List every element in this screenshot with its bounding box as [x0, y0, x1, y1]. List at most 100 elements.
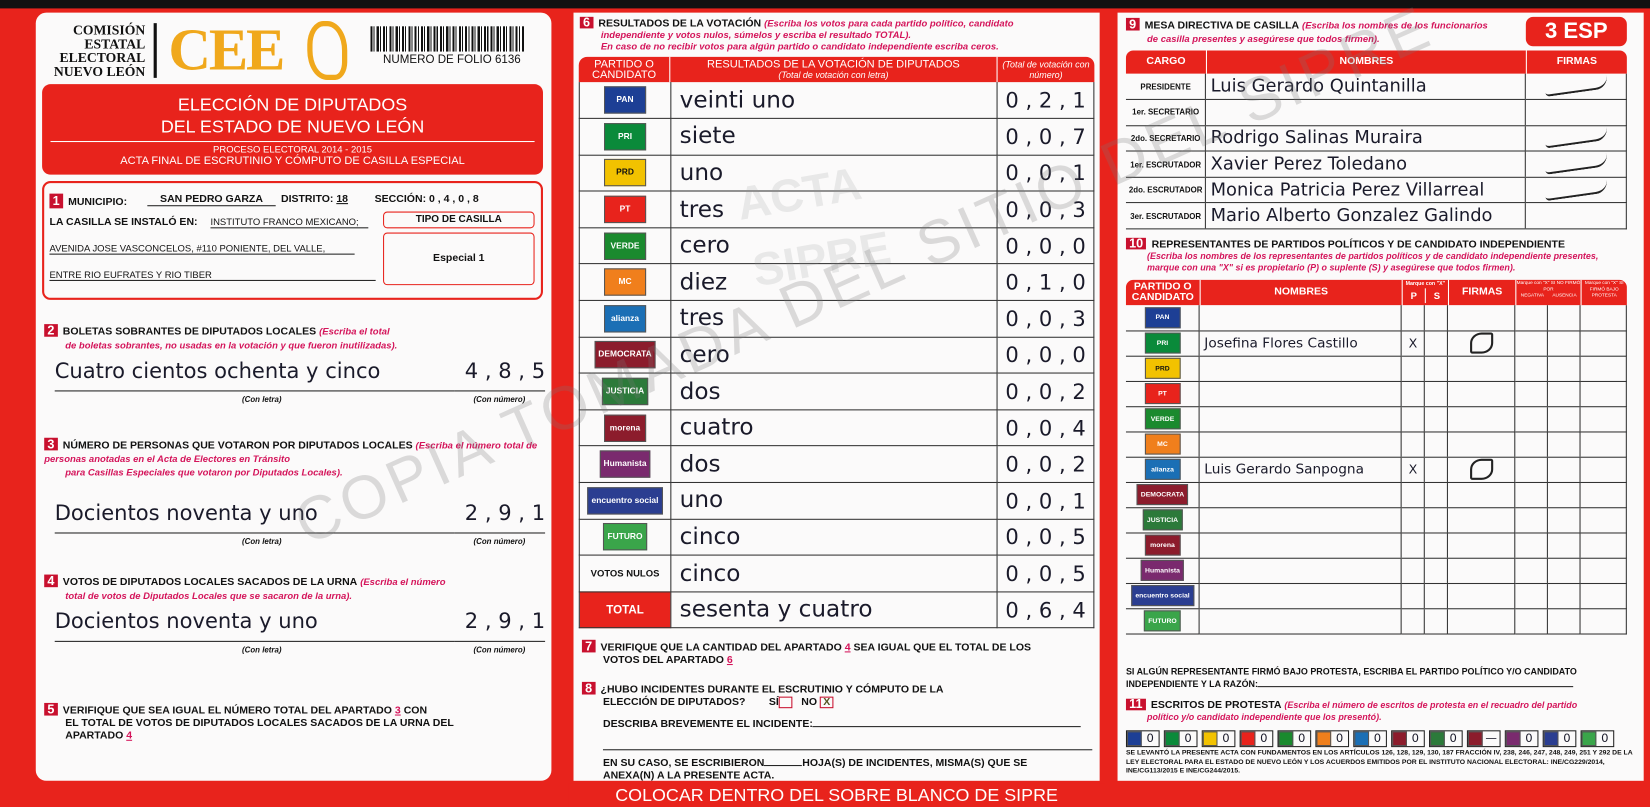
suplente-checkbox[interactable] [1423, 355, 1448, 382]
protest-count[interactable]: 0 [1411, 731, 1420, 746]
nombre-input[interactable]: Luis Gerardo Quintanilla [1205, 73, 1526, 101]
protest-box[interactable]: 0 [1277, 730, 1312, 748]
rep-nombre-input[interactable] [1199, 608, 1402, 635]
rep-nombre-input[interactable] [1199, 582, 1402, 609]
rep-nombre-input[interactable] [1199, 355, 1402, 382]
protest-box[interactable]: 0 [1391, 730, 1425, 748]
rep-nombre-input[interactable] [1199, 507, 1402, 533]
nombre-input[interactable]: Rodrigo Salinas Muraira [1205, 125, 1526, 152]
rep-firma-cell[interactable] [1447, 608, 1515, 635]
propietario-checkbox[interactable] [1400, 431, 1425, 458]
hojas-input[interactable] [764, 765, 803, 767]
protest-count[interactable]: 0 [1298, 731, 1306, 746]
nombre-input[interactable]: Monica Patricia Perez Villarreal [1205, 177, 1526, 204]
protest-box[interactable]: 0 [1239, 730, 1274, 748]
negativa-checkbox[interactable] [1514, 532, 1548, 559]
propietario-checkbox[interactable] [1400, 380, 1425, 407]
propietario-checkbox[interactable] [1400, 608, 1425, 635]
no-checkbox[interactable]: X [819, 696, 834, 709]
bajo-protesta-checkbox[interactable] [1579, 355, 1627, 382]
rep-nombre-input[interactable] [1199, 481, 1402, 508]
suplente-checkbox[interactable] [1423, 507, 1448, 533]
bajo-protesta-checkbox[interactable] [1579, 532, 1627, 559]
numero-value[interactable]: 4 , 8 , 5 [454, 360, 546, 392]
protest-count[interactable]: 0 [1373, 731, 1382, 746]
propietario-checkbox[interactable] [1400, 355, 1425, 382]
votes-numero[interactable]: 0 , 0 , 2 [997, 446, 1095, 484]
propietario-checkbox[interactable] [1400, 507, 1425, 533]
votes-numero[interactable]: 0 , 0 , 5 [997, 555, 1095, 593]
votes-letra[interactable]: veinti uno [670, 82, 998, 120]
numero-value[interactable]: 2 , 9 , 1 [454, 610, 546, 642]
protest-box[interactable]: 0 [1542, 730, 1577, 748]
propietario-checkbox[interactable] [1400, 532, 1425, 559]
protest-box[interactable]: 0 [1429, 730, 1463, 748]
votes-letra[interactable]: uno [670, 154, 998, 192]
protest-box[interactable]: 0 [1125, 730, 1160, 748]
negativa-checkbox[interactable] [1514, 557, 1548, 584]
votes-numero[interactable]: 0 , 0 , 7 [997, 118, 1095, 156]
negativa-checkbox[interactable] [1514, 456, 1548, 483]
suplente-checkbox[interactable] [1423, 380, 1448, 407]
rep-nombre-input[interactable]: Luis Gerardo Sanpogna [1199, 456, 1402, 483]
protest-count[interactable]: 0 [1563, 731, 1571, 746]
rep-nombre-input[interactable] [1199, 557, 1402, 584]
propietario-checkbox[interactable] [1400, 582, 1425, 609]
votes-numero[interactable]: 0 , 0 , 3 [997, 191, 1095, 229]
rep-nombre-input[interactable] [1199, 431, 1402, 458]
bajo-protesta-checkbox[interactable] [1579, 582, 1627, 609]
protest-count[interactable]: — [1485, 731, 1497, 746]
negativa-checkbox[interactable] [1514, 582, 1548, 609]
bajo-protesta-checkbox[interactable] [1579, 305, 1627, 331]
rep-firma-cell[interactable] [1447, 481, 1515, 508]
votes-letra[interactable]: sesenta y cuatro [670, 591, 998, 629]
ausencia-checkbox[interactable] [1546, 330, 1580, 357]
protest-box[interactable]: 0 [1580, 730, 1615, 748]
votes-letra[interactable]: diez [670, 264, 998, 302]
propietario-checkbox[interactable]: X [1400, 456, 1425, 483]
bajo-protesta-checkbox[interactable] [1579, 481, 1627, 508]
ausencia-checkbox[interactable] [1546, 305, 1580, 331]
negativa-checkbox[interactable] [1514, 608, 1548, 635]
votes-numero[interactable]: 0 , 0 , 1 [997, 482, 1095, 520]
negativa-checkbox[interactable] [1514, 355, 1548, 382]
votes-numero[interactable]: 0 , 1 , 0 [997, 264, 1095, 302]
suplente-checkbox[interactable] [1423, 608, 1448, 635]
ausencia-checkbox[interactable] [1546, 431, 1580, 458]
votes-letra[interactable]: cero [670, 336, 998, 374]
bajo-protesta-checkbox[interactable] [1579, 406, 1627, 432]
votes-numero[interactable]: 0 , 0 , 2 [997, 373, 1095, 411]
negativa-checkbox[interactable] [1514, 406, 1548, 432]
firma-cell[interactable] [1524, 99, 1627, 126]
votes-letra[interactable]: dos [670, 373, 998, 411]
propietario-checkbox[interactable] [1400, 305, 1425, 331]
rep-firma-cell[interactable] [1447, 532, 1515, 559]
suplente-checkbox[interactable] [1423, 305, 1448, 331]
negativa-checkbox[interactable] [1514, 305, 1548, 331]
protest-box[interactable]: 0 [1504, 730, 1539, 748]
rep-nombre-input[interactable] [1199, 380, 1402, 407]
rep-nombre-input[interactable] [1199, 532, 1402, 559]
bajo-protesta-checkbox[interactable] [1579, 507, 1627, 533]
ausencia-checkbox[interactable] [1546, 355, 1580, 382]
votes-numero[interactable]: 0 , 6 , 4 [997, 591, 1095, 629]
suplente-checkbox[interactable] [1423, 532, 1448, 559]
rep-nombre-input[interactable]: Josefina Flores Castillo [1199, 330, 1402, 357]
negativa-checkbox[interactable] [1514, 380, 1548, 407]
rep-firma-cell[interactable] [1447, 355, 1515, 382]
nombre-input[interactable] [1205, 99, 1526, 126]
votes-numero[interactable]: 0 , 0 , 4 [997, 409, 1095, 447]
rep-firma-cell[interactable] [1447, 380, 1515, 407]
propietario-checkbox[interactable] [1400, 557, 1425, 584]
rep-nombre-input[interactable] [1199, 406, 1402, 432]
protest-box[interactable]: — [1466, 730, 1501, 748]
firma-cell[interactable] [1524, 177, 1627, 204]
suplente-checkbox[interactable] [1423, 481, 1448, 508]
rep-firma-cell[interactable] [1447, 431, 1515, 458]
suplente-checkbox[interactable] [1423, 582, 1448, 609]
suplente-checkbox[interactable] [1423, 557, 1448, 584]
votes-numero[interactable]: 0 , 0 , 5 [997, 518, 1095, 556]
firma-cell[interactable] [1524, 125, 1627, 152]
bajo-protesta-checkbox[interactable] [1579, 557, 1627, 584]
negativa-checkbox[interactable] [1514, 507, 1548, 533]
